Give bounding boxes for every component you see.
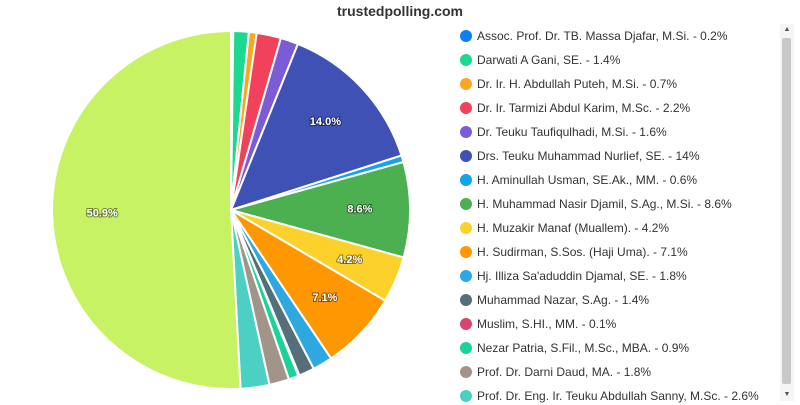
legend-label: H. Muhammad Nasir Djamil, S.Ag., M.Si. -…: [477, 197, 732, 211]
legend-item[interactable]: H. Aminullah Usman, SE.Ak., MM. - 0.6%: [456, 168, 774, 192]
legend-item[interactable]: Assoc. Prof. Dr. TB. Massa Djafar, M.Si.…: [456, 24, 774, 48]
legend-item[interactable]: Prof. Dr. Darni Daud, MA. - 1.8%: [456, 360, 774, 384]
legend-label: Muslim, S.HI., MM. - 0.1%: [477, 317, 617, 331]
legend-label: Prof. Dr. Eng. Ir. Teuku Abdullah Sanny,…: [477, 389, 759, 403]
legend-item[interactable]: Drs. Teuku Muhammad Nurlief, SE. - 14%: [456, 144, 774, 168]
legend-item[interactable]: H. Muhammad Nasir Djamil, S.Ag., M.Si. -…: [456, 192, 774, 216]
slice-data-label-7: 8.6%: [347, 204, 372, 216]
legend-label: Dr. Teuku Taufiqulhadi, M.Si. - 1.6%: [477, 125, 667, 139]
legend-swatch: [460, 126, 472, 138]
legend-swatch: [460, 270, 472, 282]
legend-label: Dr. Ir. H. Abdullah Puteh, M.Si. - 0.7%: [477, 77, 678, 91]
legend-label: H. Sudirman, S.Sos. (Haji Uma). - 7.1%: [477, 245, 688, 259]
legend-swatch: [460, 78, 472, 90]
scroll-up-arrow-icon[interactable]: ▲: [783, 26, 791, 33]
legend-item[interactable]: Dr. Ir. H. Abdullah Puteh, M.Si. - 0.7%: [456, 72, 774, 96]
legend-swatch: [460, 30, 472, 42]
slice-data-label-5: 14.0%: [310, 116, 341, 128]
pie-slice-16[interactable]: [51, 29, 242, 390]
legend-label: Hj. Illiza Sa'aduddin Djamal, SE. - 1.8%: [477, 269, 687, 283]
chart-legend: Assoc. Prof. Dr. TB. Massa Djafar, M.Si.…: [456, 24, 774, 405]
legend-label: H. Aminullah Usman, SE.Ak., MM. - 0.6%: [477, 173, 698, 187]
legend-label: Drs. Teuku Muhammad Nurlief, SE. - 14%: [477, 149, 700, 163]
legend-label: Dr. Ir. Tarmizi Abdul Karim, M.Sc. - 2.2…: [477, 101, 691, 115]
legend-swatch: [460, 102, 472, 114]
legend-swatch: [460, 342, 472, 354]
pie-slice-7[interactable]: [227, 160, 411, 259]
legend-item[interactable]: Dr. Teuku Taufiqulhadi, M.Si. - 1.6%: [456, 120, 774, 144]
legend-swatch: [460, 150, 472, 162]
legend-swatch: [460, 318, 472, 330]
legend-swatch: [460, 222, 472, 234]
legend-item[interactable]: Dr. Ir. Tarmizi Abdul Karim, M.Sc. - 2.2…: [456, 96, 774, 120]
legend-swatch: [460, 174, 472, 186]
legend-label: Darwati A Gani, SE. - 1.4%: [477, 53, 621, 67]
legend-item[interactable]: H. Sudirman, S.Sos. (Haji Uma). - 7.1%: [456, 240, 774, 264]
legend-item[interactable]: Darwati A Gani, SE. - 1.4%: [456, 48, 774, 72]
legend-item[interactable]: Nezar Patria, S.Fil., M.Sc., MBA. - 0.9%: [456, 336, 774, 360]
legend-swatch: [460, 294, 472, 306]
scrollbar-thumb[interactable]: [782, 38, 791, 384]
scroll-down-arrow-icon[interactable]: ▼: [783, 391, 791, 398]
legend-label: Muhammad Nazar, S.Ag. - 1.4%: [477, 293, 650, 307]
legend-label: Assoc. Prof. Dr. TB. Massa Djafar, M.Si.…: [477, 29, 728, 43]
legend-swatch: [460, 198, 472, 210]
legend-item[interactable]: Hj. Illiza Sa'aduddin Djamal, SE. - 1.8%: [456, 264, 774, 288]
legend-item[interactable]: Prof. Dr. Eng. Ir. Teuku Abdullah Sanny,…: [456, 384, 774, 405]
legend-label: H. Muzakir Manaf (Muallem). - 4.2%: [477, 221, 670, 235]
slice-data-label-16: 50.9%: [87, 207, 118, 219]
chart-title: trustedpolling.com: [337, 3, 463, 19]
legend-item[interactable]: Muhammad Nazar, S.Ag. - 1.4%: [456, 288, 774, 312]
legend-scrollbar[interactable]: ▲ ▼: [780, 24, 794, 401]
legend-item[interactable]: H. Muzakir Manaf (Muallem). - 4.2%: [456, 216, 774, 240]
legend-item[interactable]: Muslim, S.HI., MM. - 0.1%: [456, 312, 774, 336]
legend-label: Prof. Dr. Darni Daud, MA. - 1.8%: [477, 365, 652, 379]
legend-swatch: [460, 390, 472, 402]
legend-swatch: [460, 54, 472, 66]
legend-swatch: [460, 366, 472, 378]
slice-data-label-9: 7.1%: [312, 292, 337, 304]
legend-swatch: [460, 246, 472, 258]
legend-label: Nezar Patria, S.Fil., M.Sc., MBA. - 0.9%: [477, 341, 690, 355]
slice-data-label-8: 4.2%: [337, 254, 362, 266]
